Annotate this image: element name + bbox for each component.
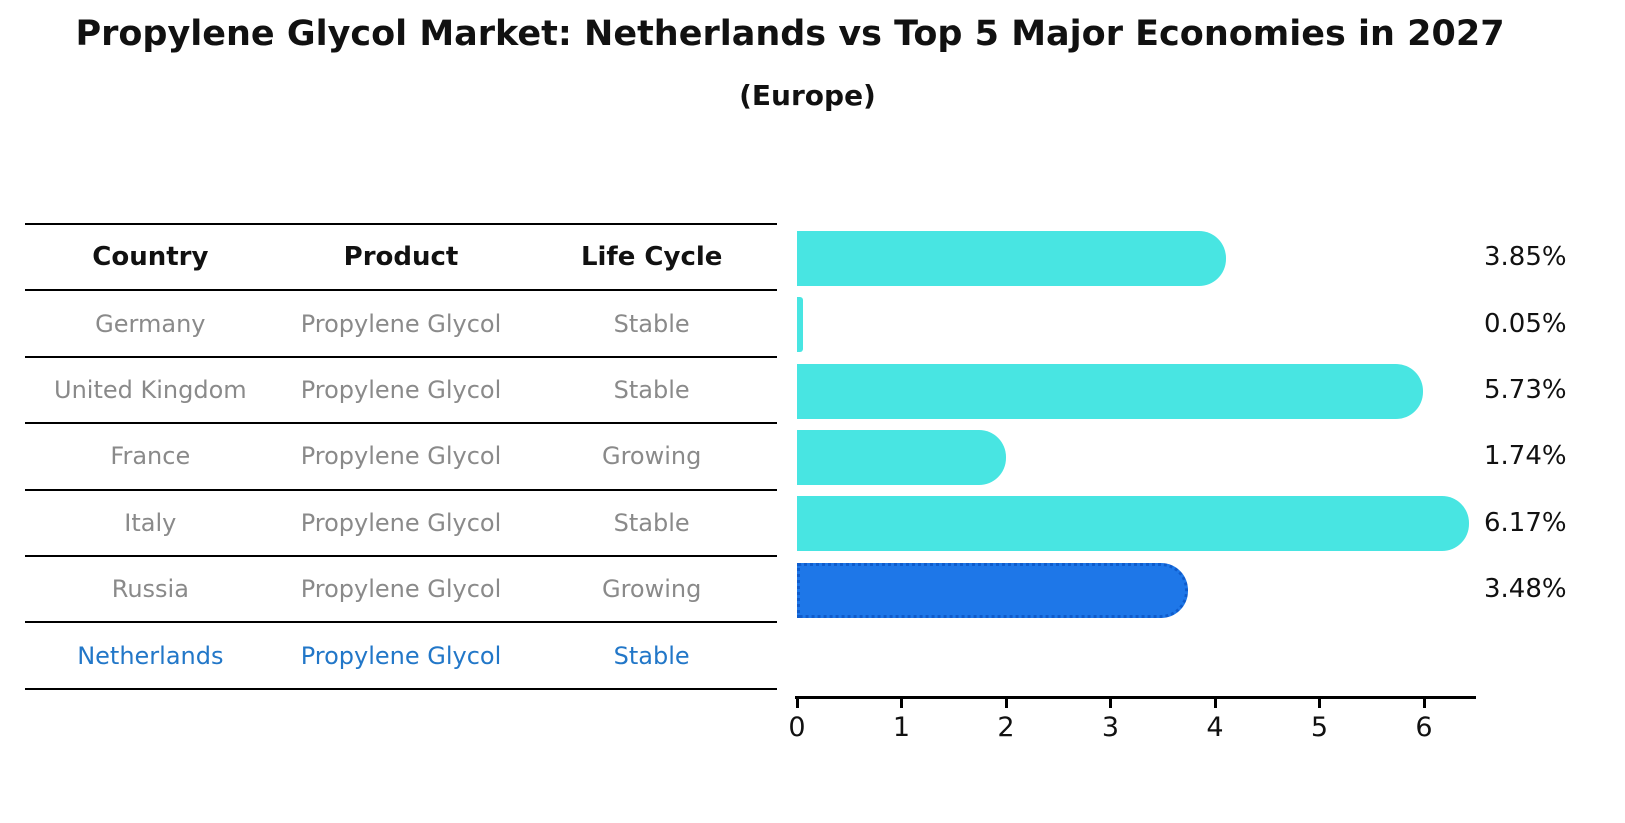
table-row-germany: Germany Propylene Glycol Stable bbox=[25, 291, 777, 358]
chart-subtitle: (Europe) bbox=[739, 79, 876, 112]
value-label-netherlands: 3.48% bbox=[1484, 574, 1567, 605]
bar-russia bbox=[797, 496, 1469, 552]
column-header-country: Country bbox=[92, 242, 209, 273]
x-axis-tick-label: 6 bbox=[1415, 712, 1433, 743]
x-axis-tick bbox=[1318, 699, 1321, 708]
product-cell: Propylene Glycol bbox=[300, 309, 502, 338]
table-row-netherlands: Netherlands Propylene Glycol Stable bbox=[25, 623, 777, 690]
country-cell: Netherlands bbox=[77, 641, 224, 670]
life-cycle-cell: Stable bbox=[613, 508, 690, 537]
bar-france bbox=[797, 363, 1423, 419]
x-axis-tick bbox=[1422, 699, 1426, 708]
value-label-france: 5.73% bbox=[1484, 375, 1567, 405]
product-cell: Propylene Glycol bbox=[300, 508, 502, 537]
country-cell: United Kingdom bbox=[54, 375, 247, 404]
table-row-italy: Italy Propylene Glycol Stable bbox=[25, 491, 777, 557]
x-axis-tick bbox=[1213, 699, 1217, 708]
product-cell: Propylene Glycol bbox=[300, 442, 502, 471]
x-axis-tick-label: 3 bbox=[1101, 712, 1120, 743]
x-axis-tick-label: 1 bbox=[892, 712, 911, 743]
value-label-germany: 3.85% bbox=[1484, 242, 1567, 273]
x-axis-tick-label: 0 bbox=[788, 712, 806, 743]
x-axis-tick bbox=[1004, 699, 1008, 708]
bar-netherlands bbox=[797, 562, 1188, 618]
x-axis-tick bbox=[1109, 699, 1112, 708]
table-header-row: Country Product Life Cycle bbox=[25, 225, 777, 292]
table-row-united-kingdom: United Kingdom Propylene Glycol Stable bbox=[25, 358, 777, 425]
value-label-russia: 6.17% bbox=[1484, 507, 1567, 538]
life-cycle-cell: Growing bbox=[601, 575, 702, 604]
country-cell: Russia bbox=[111, 575, 189, 604]
value-label-united-kingdom: 0.05% bbox=[1484, 308, 1567, 339]
country-cell: Germany bbox=[95, 309, 206, 338]
column-header-life-cycle: Life Cycle bbox=[580, 242, 723, 273]
product-cell: Propylene Glycol bbox=[300, 641, 502, 670]
country-info-table: Country Product Life Cycle Germany Propy… bbox=[25, 223, 777, 690]
bar-united-kingdom bbox=[797, 297, 804, 353]
value-label-italy: 1.74% bbox=[1484, 441, 1567, 472]
life-cycle-cell: Stable bbox=[613, 309, 690, 338]
column-header-product: Product bbox=[343, 242, 459, 273]
bar-germany bbox=[797, 230, 1227, 286]
x-axis-tick-label: 2 bbox=[997, 712, 1015, 743]
x-axis-tick-label: 4 bbox=[1206, 712, 1224, 743]
chart-title: Propylene Glycol Market: Netherlands vs … bbox=[75, 14, 1505, 54]
life-cycle-cell: Stable bbox=[613, 375, 690, 404]
product-cell: Propylene Glycol bbox=[300, 575, 502, 604]
x-axis-tick-label: 5 bbox=[1310, 712, 1329, 743]
x-axis-tick bbox=[900, 699, 903, 708]
table-row-russia: Russia Propylene Glycol Growing bbox=[25, 557, 777, 624]
bar-italy bbox=[797, 429, 1006, 485]
product-cell: Propylene Glycol bbox=[300, 375, 502, 404]
country-cell: Italy bbox=[124, 508, 177, 537]
country-cell: France bbox=[110, 442, 191, 471]
x-axis-line bbox=[795, 696, 1476, 699]
life-cycle-cell: Growing bbox=[601, 442, 702, 471]
life-cycle-cell: Stable bbox=[613, 641, 690, 670]
x-axis-tick bbox=[795, 699, 799, 708]
table-row-france: France Propylene Glycol Growing bbox=[25, 424, 777, 491]
